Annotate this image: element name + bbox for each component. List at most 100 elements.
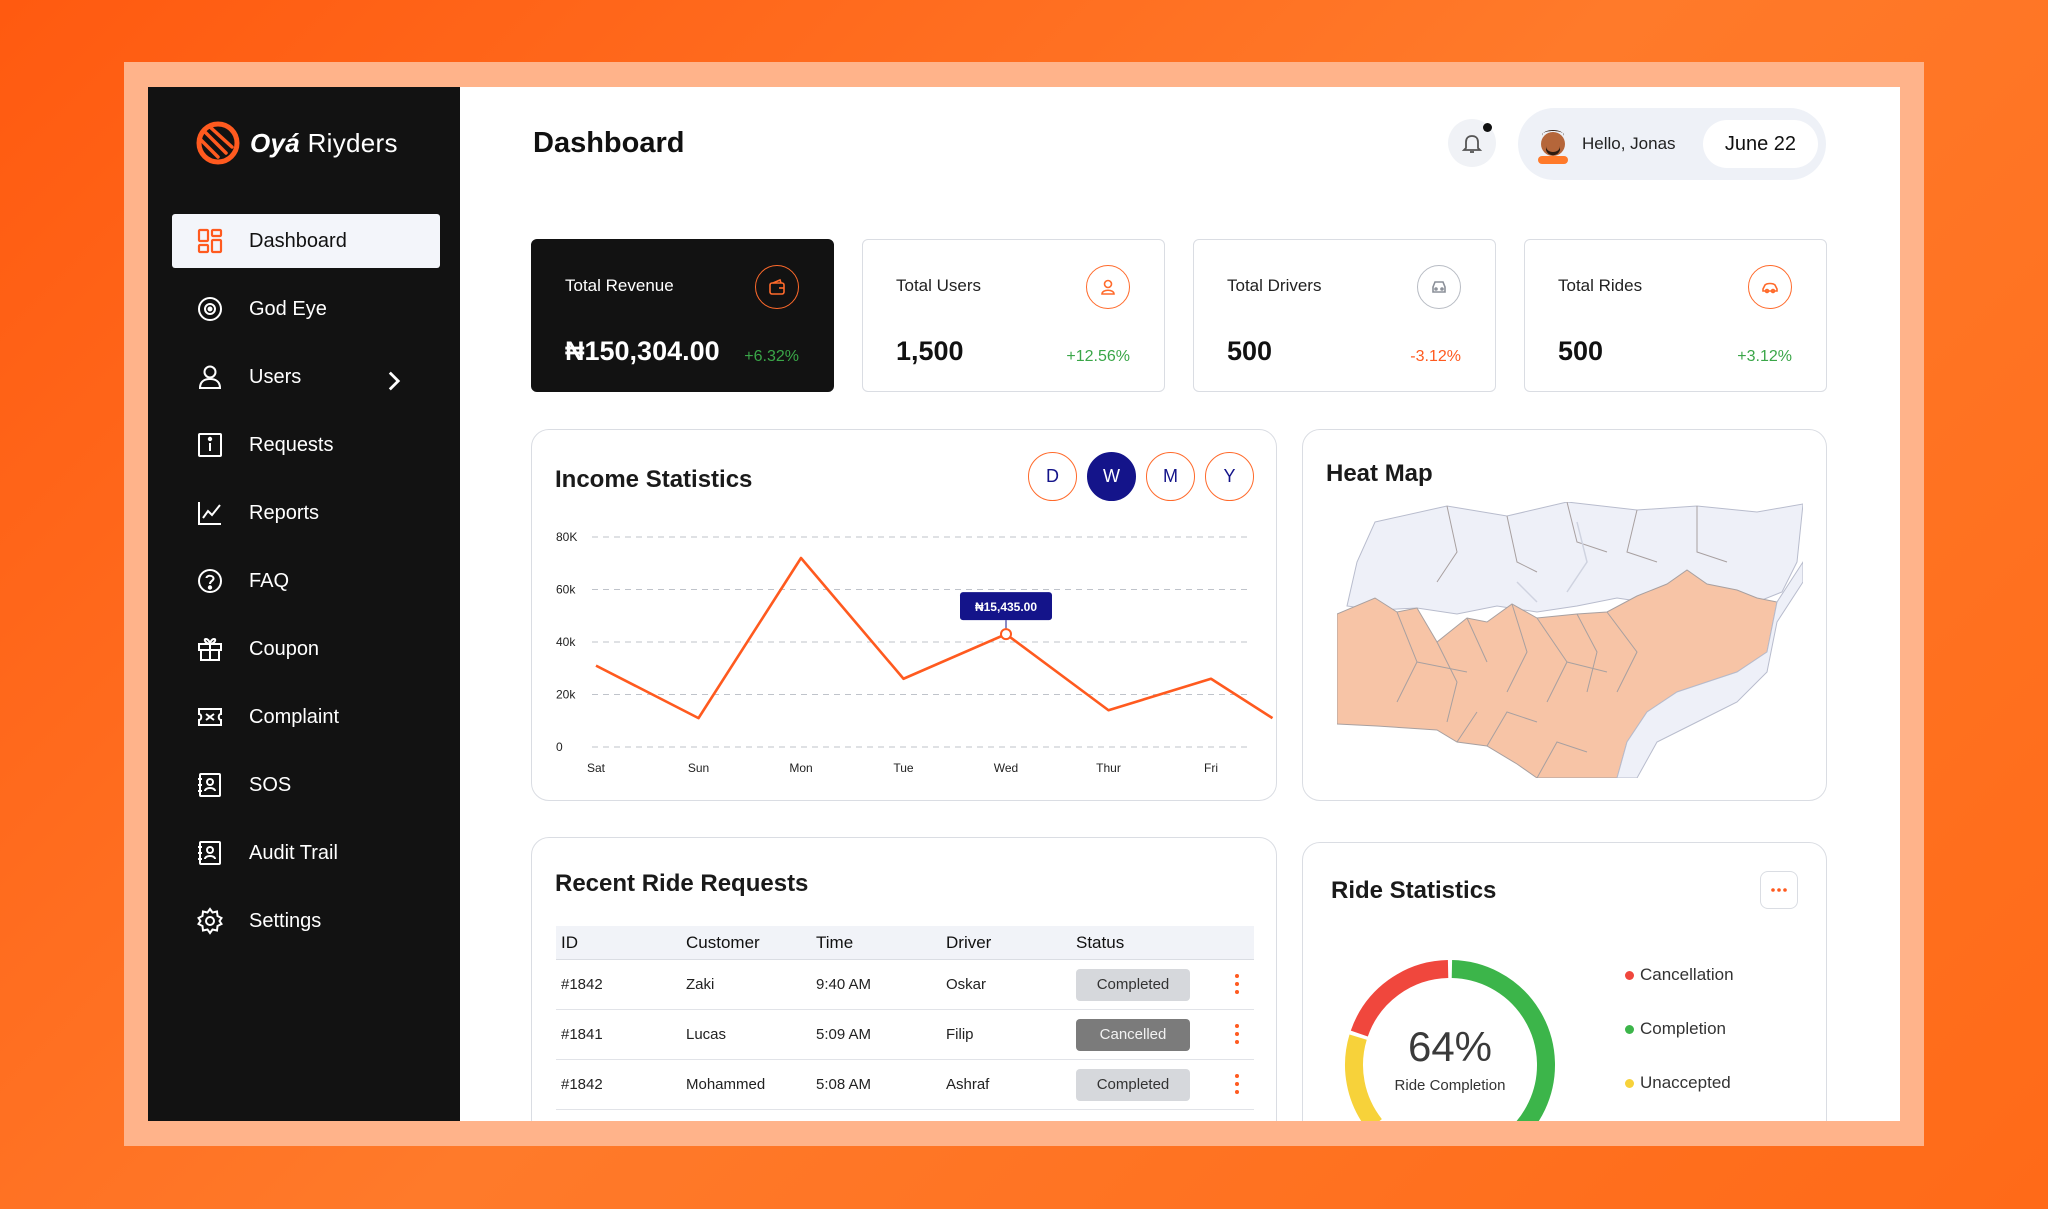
cell-id: #1842 [561,1076,603,1093]
sidebar-item-label: FAQ [249,569,290,592]
period-button-w[interactable]: W [1087,452,1136,501]
x-tick-label: Sat [587,761,606,775]
car-icon [1748,265,1792,309]
chevron-right-icon [388,371,401,391]
sidebar-item-requests[interactable]: Requests [172,418,440,472]
map-water-bodies [1516,521,1588,603]
kebab-menu-icon[interactable] [1234,1022,1240,1046]
cell-driver: Ashraf [946,1076,990,1093]
rides-table: ID Customer Time Driver Status #1842 Zak… [556,926,1254,1121]
legend-dot [1625,970,1634,980]
legend-label: Unaccepted [1640,1073,1731,1092]
sidebar-item-label: Dashboard [249,229,347,252]
kebab-menu-icon[interactable] [1234,972,1240,996]
user-icon [1086,265,1130,309]
date-chip[interactable]: June 22 [1702,120,1818,168]
cell-time: 5:08 AM [816,1076,872,1093]
column-header-customer[interactable]: Customer [686,932,760,952]
gear-icon [197,907,223,935]
ride-statistics-panel: Ride Statistics 64% Ride Completion Canc… [1302,842,1827,1121]
sidebar-item-complaint[interactable]: Complaint [172,690,440,744]
table-row[interactable]: #1842 Mohammed 5:08 AM Ashraf Completed [556,1060,1254,1110]
cell-time: 9:40 AM [816,976,872,993]
status-badge: Completed [1076,1068,1190,1101]
map-region-east [1616,561,1803,778]
y-tick-label: 60k [556,583,576,597]
x-tick-label: Tue [893,761,914,775]
legend-dot [1625,1078,1634,1088]
y-tick-label: 80K [556,530,577,544]
stat-card-total-drivers[interactable]: Total Drivers 500 -3.12% [1193,239,1496,392]
sidebar-item-label: Complaint [249,705,340,728]
brand-name-rest: Riyders [307,127,398,158]
y-tick-label: 20k [556,688,576,702]
ride-stats-legend: Cancellation Completion Unaccepted [1625,965,1734,1121]
sidebar-item-audit-trail[interactable]: Audit Trail [172,826,440,880]
recent-ride-requests-panel: Recent Ride Requests ID Customer Time Dr… [531,837,1277,1121]
sidebar-item-sos[interactable]: SOS [172,758,440,812]
income-line-chart: 0 20k 40k 60k 80K Sat Sun Mon Tue Wed Thur Fri ₦15,4… [556,530,1274,775]
legend-label: Completion [1640,1019,1726,1038]
user-menu[interactable]: Hello, Jonas June 22 [1518,108,1826,180]
sidebar-nav: Dashboard God Eye Users Requests Reports [172,214,440,962]
period-button-y[interactable]: Y [1205,452,1254,501]
period-button-m[interactable]: M [1146,452,1195,501]
map-region-south [1337,569,1778,778]
sidebar-item-reports[interactable]: Reports [172,486,440,540]
sidebar: Oyá Riyders Dashboard God Eye Users Requ… [148,87,460,1121]
car-icon [1417,265,1461,309]
main-content: Dashboard Hello, Jonas June 22 Total Rev… [460,87,1900,1121]
stat-card-total-users[interactable]: Total Users 1,500 +12.56% [862,239,1165,392]
legend-dot [1625,1024,1634,1034]
sidebar-item-users[interactable]: Users [172,350,440,404]
grid-icon [197,228,223,254]
info-square-icon [198,433,222,457]
table-row[interactable]: #1842 Zaki 9:40 AM Oskar Completed [556,960,1254,1010]
period-button-d[interactable]: D [1028,452,1077,501]
donut-label: Ride Completion [1394,1077,1506,1094]
chart-line-icon [198,502,221,525]
table-row[interactable] [556,1110,1254,1121]
panel-title: Ride Statistics [1331,877,1497,904]
sidebar-item-settings[interactable]: Settings [172,894,440,948]
logo-icon [196,121,240,165]
sidebar-item-label: Reports [249,501,320,524]
sidebar-item-label: SOS [249,773,292,796]
notification-button[interactable] [1448,119,1496,167]
x-tick-label: Wed [994,761,1018,775]
stat-label: Total Revenue [565,276,674,295]
stat-label: Total Users [896,276,982,295]
eye-icon [198,297,222,321]
brand-name: Oyá Riyders [250,128,398,159]
stat-card-total-rides[interactable]: Total Rides 500 +3.12% [1524,239,1827,392]
legend-item-completion: Completion [1625,1019,1734,1039]
table-row[interactable]: #1841 Lucas 5:09 AM Filip Cancelled [556,1010,1254,1060]
kebab-menu-icon[interactable] [1234,1072,1240,1096]
table-header: ID Customer Time Driver Status [556,926,1254,960]
brand-logo[interactable]: Oyá Riyders [196,121,398,165]
sidebar-item-label: Settings [249,909,322,932]
contact-book-icon [198,841,221,865]
sidebar-item-faq[interactable]: FAQ [172,554,440,608]
sidebar-item-label: Requests [249,433,334,456]
income-series-line [595,556,1274,720]
x-tick-label: Fri [1204,761,1218,775]
more-options-button[interactable] [1760,871,1798,909]
stat-value: 500 [1558,336,1604,366]
sidebar-item-label: Audit Trail [249,841,338,864]
column-header-time[interactable]: Time [816,932,854,952]
panel-title: Heat Map [1326,460,1433,487]
stat-card-total-revenue[interactable]: Total Revenue ₦150,304.00 +6.32% [531,239,834,392]
sidebar-item-coupon[interactable]: Coupon [172,622,440,676]
user-icon [198,365,222,389]
column-header-status[interactable]: Status [1076,932,1125,952]
column-header-driver[interactable]: Driver [946,932,992,952]
highlight-point [1000,628,1012,641]
legend-item-unaccepted: Unaccepted [1625,1073,1734,1093]
cell-time: 5:09 AM [816,1026,872,1043]
sidebar-item-dashboard[interactable]: Dashboard [172,214,440,268]
column-header-id[interactable]: ID [561,932,578,952]
sidebar-item-god-eye[interactable]: God Eye [172,282,440,336]
nigeria-map[interactable] [1337,502,1803,778]
page-title: Dashboard [533,127,685,159]
